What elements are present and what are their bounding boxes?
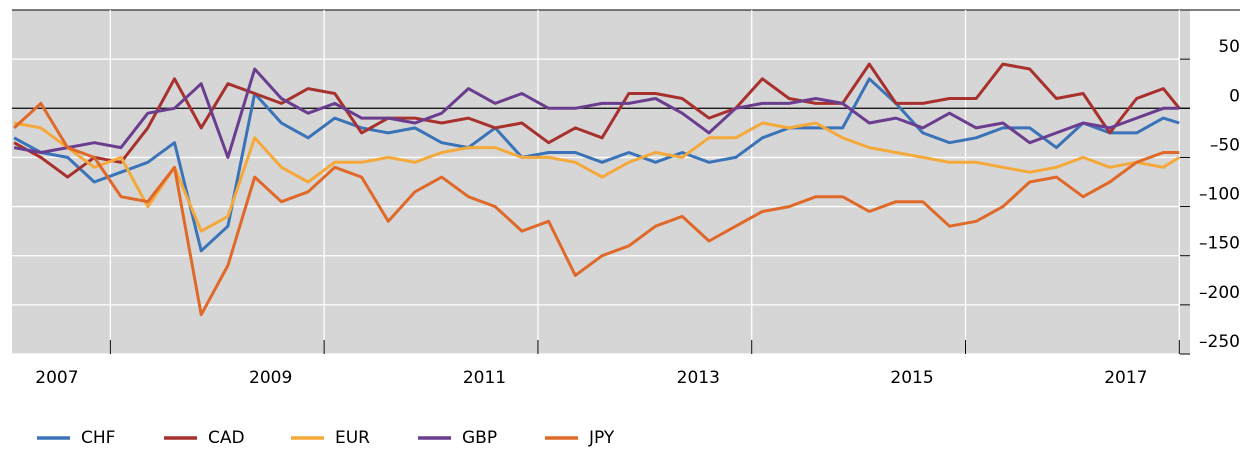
series-line [13,67,1180,159]
y-tick-label: –100 [1199,185,1240,205]
legend-label: CHF [81,428,115,448]
x-tick-label: 2007 [35,368,78,388]
x-tick-label: 2009 [249,368,292,388]
series-line [13,77,1180,253]
series-line [13,121,1181,233]
y-tick-label: 50 [1218,37,1240,57]
plot-background [12,10,1190,354]
y-tick-label: –50 [1210,135,1240,155]
y-tick-label: –150 [1199,234,1240,254]
y-tick-label: –250 [1199,332,1240,352]
legend-label: GBP [462,428,497,448]
legend-label: CAD [208,428,245,448]
series-line [13,62,1181,179]
x-tick-label: 2017 [1104,368,1147,388]
x-tick-label: 2013 [677,368,720,388]
x-tick-label: 2011 [463,368,506,388]
series-line [13,101,1180,317]
y-tick-label: –200 [1199,283,1240,303]
y-tick-label: 0 [1229,86,1240,106]
legend-label: JPY [588,428,615,448]
legend-label: EUR [335,428,370,448]
x-tick-label: 2015 [890,368,933,388]
